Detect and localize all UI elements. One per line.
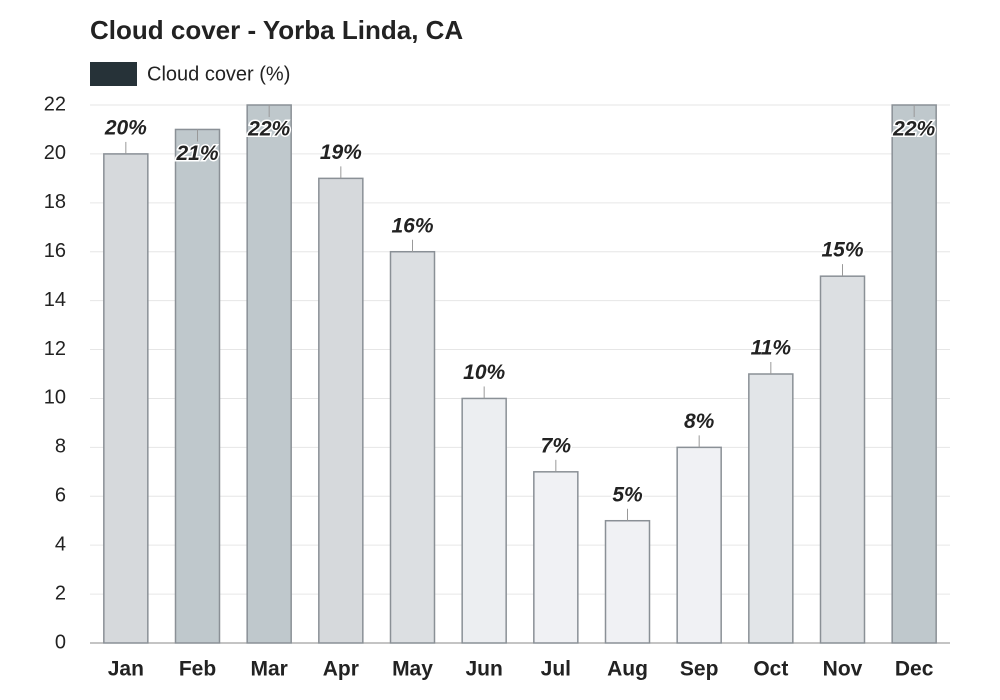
- value-label: 22%: [247, 118, 290, 141]
- x-tick-label: Dec: [895, 658, 934, 681]
- y-tick-label: 10: [44, 387, 66, 409]
- bar: [891, 104, 937, 644]
- x-tick-label: Sep: [680, 658, 719, 681]
- x-tick-label: Mar: [250, 658, 287, 681]
- x-tick-label: Nov: [823, 658, 863, 681]
- value-label: 22%: [892, 118, 935, 141]
- value-label: 7%: [541, 434, 572, 457]
- x-tick-label: Jun: [465, 658, 502, 681]
- y-tick-label: 12: [44, 338, 66, 360]
- value-label: 11%: [751, 337, 792, 360]
- bar: [246, 104, 292, 644]
- value-label: 19%: [320, 141, 362, 164]
- bar: [389, 250, 436, 644]
- value-label: 15%: [821, 239, 863, 262]
- value-label: 21%: [175, 142, 218, 165]
- y-tick-label: 6: [55, 485, 66, 507]
- y-tick-label: 2: [55, 582, 66, 604]
- bar: [533, 471, 579, 644]
- value-label: 20%: [104, 116, 147, 139]
- y-tick-label: 20: [44, 142, 66, 164]
- bar: [748, 373, 794, 644]
- bar: [819, 275, 866, 644]
- value-label: 5%: [612, 483, 643, 506]
- legend-swatch: [90, 62, 137, 86]
- y-tick-label: 0: [55, 631, 66, 653]
- bar: [174, 128, 221, 644]
- y-tick-label: 16: [44, 240, 66, 262]
- bar: [103, 153, 149, 644]
- value-label: 10%: [463, 361, 505, 384]
- chart-title: Cloud cover - Yorba Linda, CA: [90, 15, 463, 45]
- bar: [461, 397, 507, 644]
- x-tick-label: Aug: [607, 658, 648, 681]
- value-label: 16%: [391, 214, 433, 237]
- bar: [318, 177, 364, 644]
- x-tick-label: Oct: [753, 658, 788, 681]
- y-tick-label: 4: [55, 533, 66, 555]
- x-tick-label: May: [392, 658, 433, 681]
- y-tick-label: 22: [44, 93, 66, 115]
- value-label: 8%: [684, 410, 715, 433]
- x-tick-label: Jul: [541, 658, 571, 681]
- y-tick-label: 14: [44, 289, 66, 311]
- y-tick-label: 18: [44, 191, 66, 213]
- x-tick-label: Feb: [179, 658, 216, 681]
- bar: [676, 446, 722, 644]
- x-tick-label: Jan: [108, 658, 144, 681]
- bar: [604, 519, 651, 644]
- y-tick-label: 8: [55, 436, 66, 458]
- legend-label: Cloud cover (%): [147, 63, 290, 85]
- x-tick-label: Apr: [323, 658, 359, 681]
